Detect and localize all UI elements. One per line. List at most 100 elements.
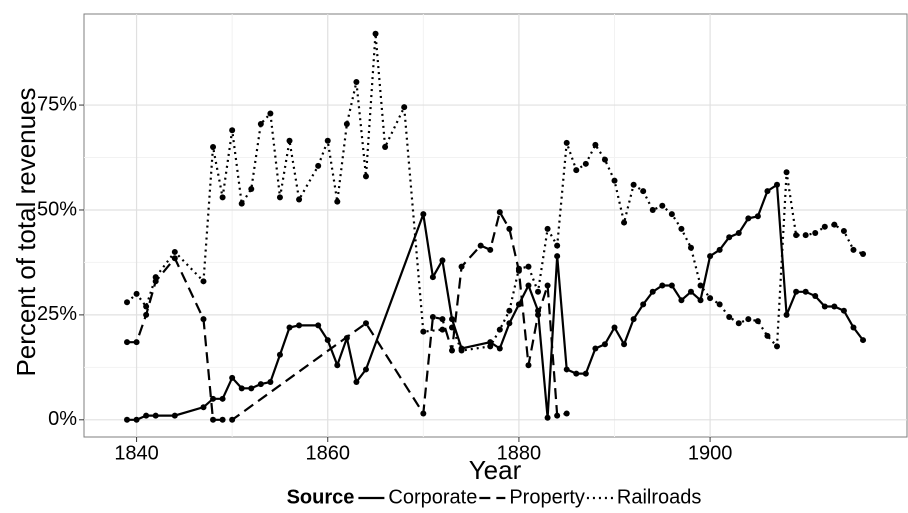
point	[449, 347, 456, 354]
point	[573, 167, 580, 174]
point	[678, 225, 685, 232]
point	[707, 253, 714, 260]
series-line	[126, 33, 864, 352]
point	[506, 307, 513, 314]
point	[544, 414, 551, 421]
point	[143, 311, 150, 318]
point	[143, 303, 150, 310]
point	[860, 251, 867, 258]
y-tick-label: 50%	[37, 198, 77, 220]
point	[601, 156, 608, 163]
point	[286, 137, 293, 144]
point	[152, 274, 159, 281]
point	[515, 301, 522, 308]
point	[573, 370, 580, 377]
point	[812, 293, 819, 299]
legend-item: Railroads	[586, 486, 701, 508]
point	[563, 410, 570, 417]
point	[171, 255, 178, 262]
point	[152, 278, 159, 285]
point	[257, 120, 264, 127]
point	[124, 339, 131, 346]
point	[439, 257, 446, 264]
point	[563, 139, 570, 146]
point	[124, 416, 131, 423]
point	[774, 343, 781, 350]
point	[429, 274, 436, 281]
point	[219, 416, 226, 423]
point	[334, 198, 341, 205]
point	[850, 246, 857, 253]
point	[353, 78, 360, 85]
point	[276, 194, 283, 201]
point	[248, 385, 255, 392]
point	[544, 282, 551, 289]
point	[774, 181, 781, 188]
point	[554, 253, 561, 260]
point	[649, 288, 656, 295]
point	[821, 223, 828, 230]
point	[229, 374, 236, 381]
point	[840, 307, 847, 314]
point	[315, 162, 322, 169]
point	[640, 188, 647, 195]
point	[640, 301, 647, 308]
point	[649, 206, 656, 213]
point	[754, 318, 761, 325]
point	[487, 339, 494, 346]
point	[707, 295, 714, 302]
point	[477, 242, 484, 249]
legend-title: Source	[287, 486, 355, 508]
point	[764, 188, 771, 195]
point	[754, 213, 761, 220]
point	[793, 288, 800, 295]
point	[668, 282, 675, 289]
x-tick-label: 1860	[305, 442, 350, 464]
point	[152, 412, 159, 419]
y-tick-label: 75%	[37, 93, 77, 115]
point	[630, 316, 637, 323]
point	[764, 332, 771, 339]
point	[611, 177, 618, 184]
x-tick-label: 1900	[688, 442, 733, 464]
point	[420, 211, 427, 218]
point	[171, 248, 178, 255]
point	[496, 209, 503, 216]
point	[783, 169, 790, 176]
point	[506, 320, 513, 327]
point	[449, 324, 456, 331]
point	[745, 215, 752, 222]
point	[200, 278, 207, 285]
point	[783, 311, 790, 318]
point	[812, 230, 819, 237]
legend-item: Property	[479, 486, 585, 508]
point	[687, 288, 694, 295]
x-axis-title: Year	[469, 455, 522, 485]
point	[334, 362, 341, 369]
point	[382, 144, 389, 151]
point	[296, 322, 303, 329]
point	[506, 225, 513, 232]
point	[621, 219, 628, 226]
point	[496, 326, 503, 333]
point	[592, 345, 599, 352]
point	[439, 316, 446, 323]
point	[582, 160, 589, 167]
point	[267, 379, 274, 386]
point	[362, 320, 369, 327]
point	[219, 194, 226, 201]
point	[353, 379, 360, 386]
x-tick-label: 1880	[497, 442, 542, 464]
point	[821, 303, 828, 310]
point	[133, 339, 140, 346]
point	[429, 313, 436, 320]
point	[525, 282, 532, 289]
point	[286, 324, 293, 331]
point	[535, 288, 542, 295]
point	[276, 351, 283, 358]
point	[726, 313, 733, 320]
point	[697, 282, 704, 289]
point	[850, 324, 857, 331]
point	[745, 316, 752, 323]
